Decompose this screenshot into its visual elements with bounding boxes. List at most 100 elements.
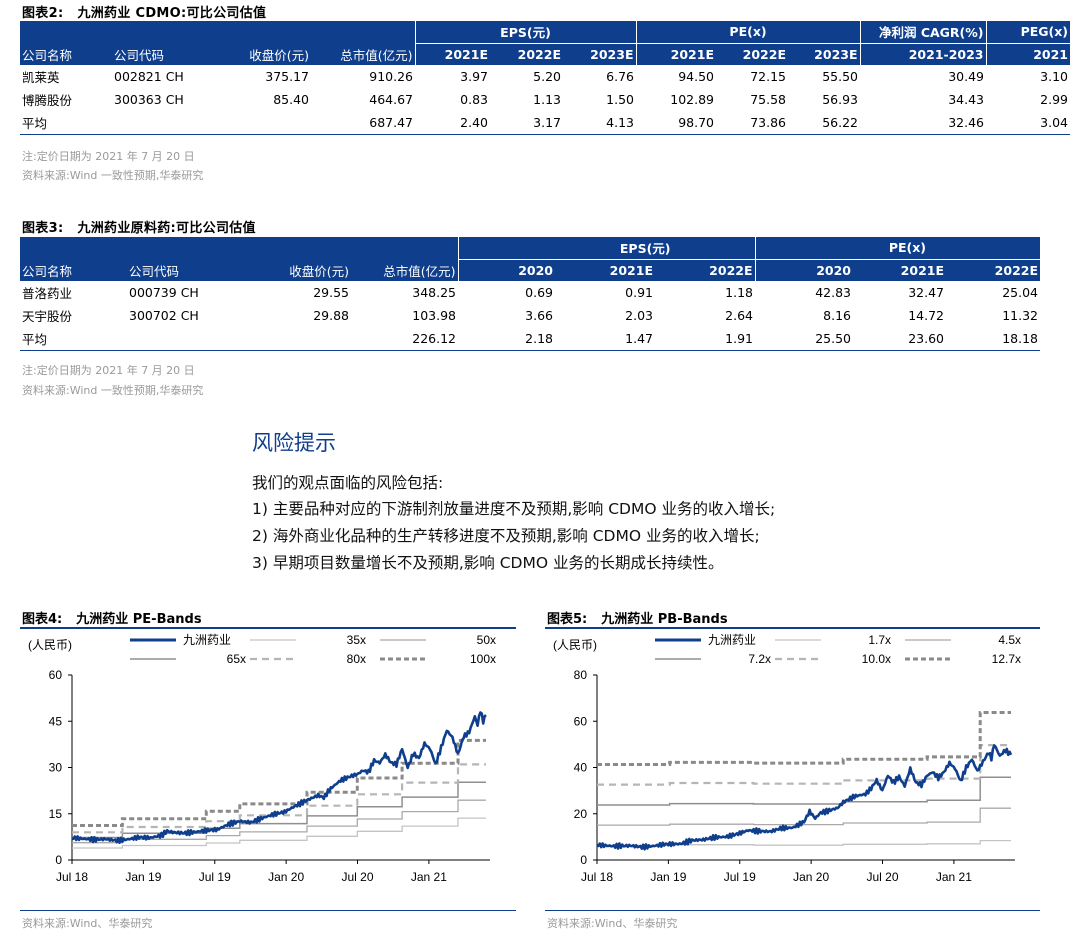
fig4-y-tick-label: 45: [49, 714, 63, 728]
fig2-col-cagr-year: 2021-2023: [859, 42, 987, 65]
table-row: 博腾股份 300363 CH 85.40 464.67 0.83 1.13 1.…: [22, 92, 1069, 108]
fig5-legend-label: 12.7x: [992, 652, 1021, 666]
fig4-x-tick-label: Jan 19: [125, 870, 161, 884]
fig4-y-tick-label: 15: [49, 807, 63, 821]
fig5-legend-item: 7.2x: [655, 652, 771, 666]
table-row: 普洛药业 000739 CH 29.55 348.25 0.69 0.91 1.…: [22, 285, 1039, 301]
table-row-average: 平均 226.12 2.18 1.47 1.91 25.50 23.60 18.…: [20, 327, 1041, 351]
fig4-legend-item: 100x: [380, 652, 496, 666]
fig5-legend-item: 10.0x: [775, 652, 891, 666]
fig4-x-tick-label: Jul 18: [56, 870, 88, 884]
fig4-source: 资料来源:Wind、华泰研究: [22, 917, 153, 930]
fig4-band-35x: [72, 817, 486, 849]
fig4-legend-item: 35x: [250, 633, 366, 647]
fig5-band-4-5x: [597, 807, 1011, 826]
fig2-col-company: 公司名称: [20, 43, 112, 65]
fig4-band-50x: [72, 799, 486, 844]
fig3-eps-header: EPS(元): [457, 237, 756, 259]
fig3-pe-header: PE(x): [754, 237, 1041, 259]
fig5-x-tick-label: Jul 18: [581, 870, 613, 884]
fig5-x-tick-label: Jan 20: [793, 870, 829, 884]
fig4-legend-item: 65x: [130, 652, 246, 666]
fig3-col-pe-y1: 2020: [754, 258, 854, 281]
fig4-band-100x: [72, 738, 486, 827]
fig5-legend-label: 10.0x: [862, 652, 891, 666]
fig5-legend-label: 4.5x: [998, 633, 1021, 647]
fig4-band-80x: [72, 763, 486, 834]
fig3-col-price: 收盘价(元): [243, 259, 351, 281]
fig4-legend-label: 50x: [477, 633, 496, 647]
fig4-x-tick-label: Jul 19: [199, 870, 231, 884]
fig3-col-code: 公司代码: [127, 259, 243, 281]
fig4-legend-item: 80x: [250, 652, 366, 666]
fig5-chart: (人民币) 九洲药业 1.7x 4.5x 7.2x 10.0x 12.7x 0 20 40 60 80…: [553, 633, 1021, 884]
fig5-y-tick-label: 60: [574, 714, 588, 728]
fig5-band-7-2x: [597, 776, 1011, 806]
risk-intro: 我们的观点面临的风险包括:: [252, 474, 444, 492]
fig3-table: EPS(元) PE(x) 公司名称 公司代码 收盘价(元) 总市值(亿元) 20…: [20, 237, 1041, 351]
fig5-y-tick-label: 20: [574, 807, 588, 821]
risk-item-2: 2) 海外商业化品种的生产转移进度不及预期,影响 CDMO 业务的收入增长;: [252, 527, 760, 545]
fig5-legend-item: 4.5x: [905, 633, 1021, 647]
fig4-unit-label: (人民币): [28, 638, 72, 652]
fig5-legend-item: 12.7x: [905, 652, 1021, 666]
fig5-x-tick-label: Jul 19: [724, 870, 756, 884]
fig5-band-12-7x: [597, 711, 1011, 766]
fig5-top-rule: [545, 627, 1040, 629]
fig5-x-tick-label: Jul 20: [867, 870, 899, 884]
fig2-cagr-header: 净利润 CAGR(%): [859, 21, 987, 43]
fig4-y-tick-label: 30: [49, 761, 63, 775]
fig5-source: 资料来源:Wind、华泰研究: [547, 917, 678, 930]
fig4-top-rule: [20, 627, 516, 629]
fig2-source: 资料来源:Wind 一致性预期,华泰研究: [22, 169, 204, 182]
fig5-stock-line: [596, 744, 1013, 851]
fig3-header-row-2: 公司名称 公司代码 收盘价(元) 总市值(亿元) 2020 2021E 2022…: [20, 258, 1041, 281]
fig4-legend-label: 100x: [470, 652, 496, 666]
risk-heading: 风险提示: [252, 431, 336, 455]
fig5-legend-item: 九洲药业: [655, 633, 756, 647]
fig3-col-pe-y3: 2022E: [946, 258, 1041, 281]
fig2-col-mktcap: 总市值(亿元): [311, 43, 415, 65]
fig3-header-row-1: EPS(元) PE(x): [20, 237, 1041, 259]
fig3-title: 图表3: 九洲药业原料药:可比公司估值: [22, 221, 256, 236]
risk-item-3: 3) 早期项目数量增长不及预期,影响 CDMO 业务的长期成长持续性。: [252, 554, 724, 572]
fig5-unit-label: (人民币): [553, 638, 597, 652]
fig2-header-row-2: 公司名称 公司代码 收盘价(元) 总市值(亿元) 2021E 2022E 202…: [20, 42, 1070, 65]
fig5-y-tick-label: 0: [580, 853, 587, 867]
table-row: 天宇股份 300702 CH 29.88 103.98 3.66 2.03 2.…: [22, 308, 1039, 324]
fig4-legend-label: 65x: [227, 652, 246, 666]
fig4-x-tick-label: Jul 20: [342, 870, 374, 884]
fig2-col-pe-y3: 2023E: [788, 42, 861, 65]
fig2-eps-header: EPS(元): [414, 21, 636, 43]
fig4-x-tick-label: Jan 21: [411, 870, 447, 884]
fig2-col-price: 收盘价(元): [216, 43, 311, 65]
fig2-col-pe-y1: 2021E: [635, 42, 716, 65]
fig5-y-tick-label: 40: [574, 761, 588, 775]
fig4-legend-label: 九洲药业: [183, 633, 231, 647]
fig4-legend-item: 九洲药业: [130, 633, 231, 647]
fig4-band-65x: [72, 781, 486, 839]
fig2-col-peg-year: 2021: [985, 42, 1070, 65]
fig4-legend-label: 80x: [347, 652, 366, 666]
fig5-legend-label: 九洲药业: [708, 633, 756, 647]
fig4-y-tick-label: 60: [49, 668, 63, 682]
fig3-col-eps-y2: 2021E: [555, 258, 655, 281]
fig2-title: 图表2: 九洲药业 CDMO:可比公司估值: [22, 6, 267, 21]
fig3-col-eps-y3: 2022E: [655, 258, 756, 281]
fig4-x-tick-label: Jan 20: [268, 870, 304, 884]
fig2-col-eps-y3: 2023E: [563, 42, 636, 65]
fig5-x-tick-label: Jan 21: [936, 870, 972, 884]
fig4-legend-label: 35x: [347, 633, 366, 647]
fig5-title: 图表5: 九洲药业 PB-Bands: [547, 612, 728, 627]
fig4-stock-line: [71, 711, 487, 844]
fig5-x-tick-label: Jan 19: [650, 870, 686, 884]
fig4-y-tick-label: 0: [55, 853, 62, 867]
fig2-col-pe-y2: 2022E: [716, 42, 788, 65]
fig3-col-pe-y2: 2021E: [853, 258, 947, 281]
fig3-col-eps-y1: 2020: [457, 258, 555, 281]
table-row: 凯莱英 002821 CH 375.17 910.26 3.97 5.20 6.…: [22, 69, 1069, 85]
fig2-header-row-1: EPS(元) PE(x) 净利润 CAGR(%) PEG(x): [20, 21, 1070, 43]
fig4-bottom-rule: [20, 910, 516, 911]
fig3-source: 资料来源:Wind 一致性预期,华泰研究: [22, 384, 204, 397]
fig4-legend-item: 50x: [380, 633, 496, 647]
